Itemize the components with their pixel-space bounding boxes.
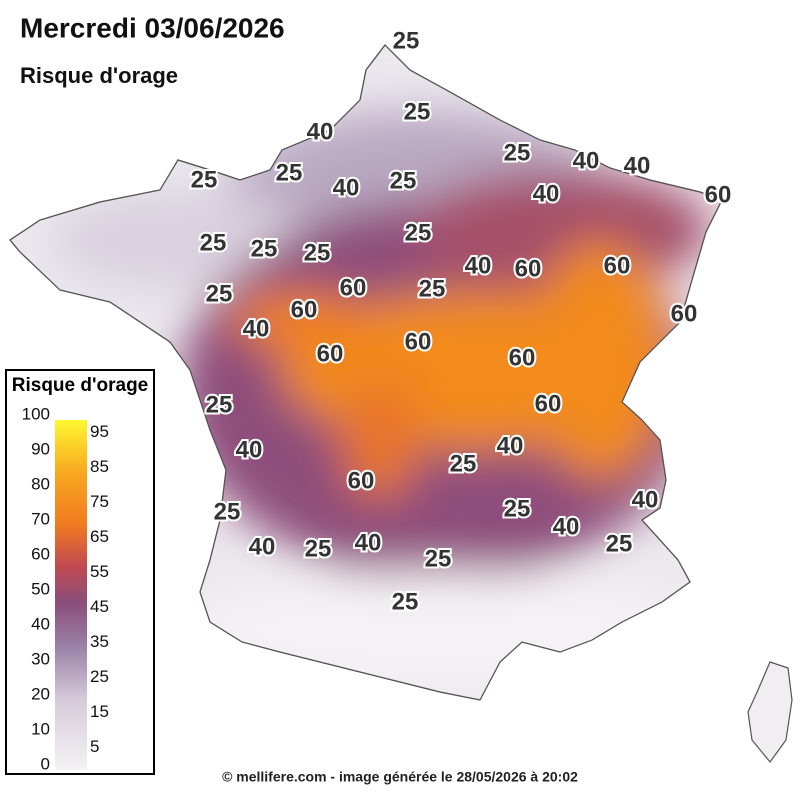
legend: Risque d'orage 1009080706050403020100958… [5, 369, 155, 775]
contour-label: 40 [249, 533, 276, 560]
legend-band-label: 45 [90, 597, 109, 616]
legend-scale-label: 10 [31, 719, 50, 738]
legend-scale-label: 20 [31, 684, 50, 703]
contour-label: 60 [705, 181, 732, 208]
france-map [9, 44, 793, 763]
contour-label: 25 [425, 545, 452, 572]
footer: © mellifere.com - image générée le 28/05… [222, 769, 578, 785]
contour-label: 25 [419, 275, 446, 302]
contour-label: 25 [392, 588, 419, 615]
title: Mercredi 03/06/2026 [20, 12, 285, 43]
contour-label: 60 [348, 467, 375, 494]
legend-scale-label: 40 [31, 614, 50, 633]
contour-label: 25 [405, 219, 432, 246]
contour-label: 40 [333, 174, 360, 201]
contour-label: 25 [214, 498, 241, 525]
contour-label: 60 [317, 340, 344, 367]
contour-label: 60 [340, 274, 367, 301]
contour-label: 60 [671, 300, 698, 327]
contour-label: 40 [533, 180, 560, 207]
contour-label: 25 [390, 167, 417, 194]
contour-label: 25 [404, 98, 431, 125]
contour-label: 40 [632, 486, 659, 513]
legend-band-label: 65 [90, 527, 109, 546]
contour-label: 25 [305, 535, 332, 562]
contour-label: 25 [450, 450, 477, 477]
contour-label: 60 [291, 296, 318, 323]
legend-band-label: 15 [90, 702, 109, 721]
legend-scale-label: 30 [31, 649, 50, 668]
legend-band-label: 35 [90, 632, 109, 651]
contour-label: 25 [200, 229, 227, 256]
contour-label: 40 [465, 252, 492, 279]
contour-label: 60 [535, 390, 562, 417]
legend-band-label: 5 [90, 737, 99, 756]
contour-label: 40 [553, 513, 580, 540]
contour-label: 40 [573, 147, 600, 174]
contour-label: 40 [497, 432, 524, 459]
legend-band-label: 95 [90, 422, 109, 441]
legend-band-label: 85 [90, 457, 109, 476]
subtitle: Risque d'orage [20, 63, 178, 88]
contour-label: 25 [606, 530, 633, 557]
contour-label: 25 [206, 280, 233, 307]
legend-band-label: 55 [90, 562, 109, 581]
legend-scale-label: 0 [41, 754, 50, 773]
legend-scale-label: 70 [31, 509, 50, 528]
legend-scale-label: 50 [31, 579, 50, 598]
legend-scale-label: 90 [31, 439, 50, 458]
contour-label: 60 [509, 344, 536, 371]
legend-scale-label: 100 [22, 404, 50, 423]
contour-label: 25 [191, 166, 218, 193]
contour-label: 60 [515, 255, 542, 282]
contour-label: 25 [304, 239, 331, 266]
legend-band-label: 75 [90, 492, 109, 511]
contour-label: 25 [504, 139, 531, 166]
contour-label: 25 [504, 495, 531, 522]
contour-label: 40 [243, 315, 270, 342]
contour-label: 25 [206, 391, 233, 418]
contour-label: 40 [307, 118, 334, 145]
contour-label: 25 [251, 235, 278, 262]
contour-label: 40 [355, 529, 382, 556]
contour-label: 25 [276, 159, 303, 186]
legend-band-label: 25 [90, 667, 109, 686]
contour-label: 25 [393, 27, 420, 54]
legend-title: Risque d'orage [12, 375, 149, 396]
contour-label: 60 [604, 252, 631, 279]
legend-scale-label: 80 [31, 474, 50, 493]
contour-label: 40 [236, 436, 263, 463]
legend-scale-label: 60 [31, 544, 50, 563]
contour-label: 60 [405, 328, 432, 355]
contour-label: 40 [624, 152, 651, 179]
